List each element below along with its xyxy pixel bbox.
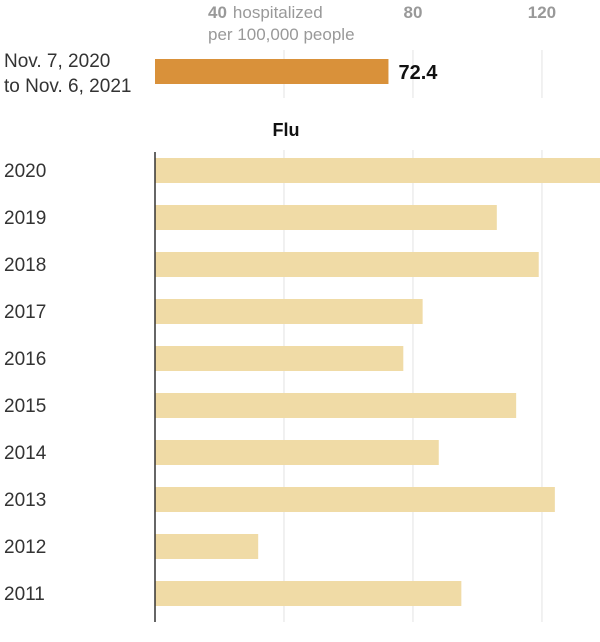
bar-2017 <box>155 299 423 324</box>
row-label-2011: 2011 <box>4 584 45 605</box>
row-label-2018: 2018 <box>4 255 46 276</box>
x-axis-ticks: 40 hospitalized per 100,000 people 80 120 <box>208 3 556 44</box>
tick-40-with-unit: 40 hospitalized per 100,000 people <box>208 3 355 44</box>
bar-2011 <box>155 581 462 606</box>
bar-2020 <box>155 158 600 183</box>
highlight-label-line-1: Nov. 7, 2020 <box>4 51 110 72</box>
bar-2014 <box>155 440 439 465</box>
row-label-2014: 2014 <box>4 443 47 464</box>
row-label-2020: 2020 <box>4 161 46 182</box>
bar-2019 <box>155 205 497 230</box>
tick-120-label: 120 <box>528 3 556 22</box>
bar-2013 <box>155 487 555 512</box>
row-label-2017: 2017 <box>4 302 46 323</box>
section-title-flu: Flu <box>272 120 299 140</box>
bar-2018 <box>155 252 539 277</box>
highlight-row: Nov. 7, 2020 to Nov. 6, 2021 72.4 <box>4 51 438 97</box>
unit-line-2: per 100,000 people <box>208 25 355 44</box>
row-label-2016: 2016 <box>4 349 46 370</box>
row-label-2012: 2012 <box>4 537 46 558</box>
bar-2016 <box>155 346 404 371</box>
tick-80-label: 80 <box>404 3 423 22</box>
flu-bars: 2020 2019 2018 2017 2016 2015 2014 2013 2012 2011 <box>4 158 600 606</box>
bar-2015 <box>155 393 517 418</box>
highlight-value-label: 72.4 <box>398 62 438 84</box>
highlight-label-line-2: to Nov. 6, 2021 <box>4 76 131 97</box>
row-label-2019: 2019 <box>4 208 46 229</box>
tick-value: 40 <box>208 3 227 22</box>
row-label-2013: 2013 <box>4 490 46 511</box>
unit-line-1: hospitalized <box>233 3 323 22</box>
bar-2012 <box>155 534 259 559</box>
gridlines <box>283 50 543 622</box>
row-label-2015: 2015 <box>4 396 46 417</box>
tick-40-label: 40 hospitalized <box>208 3 323 22</box>
highlight-bar <box>155 59 389 84</box>
